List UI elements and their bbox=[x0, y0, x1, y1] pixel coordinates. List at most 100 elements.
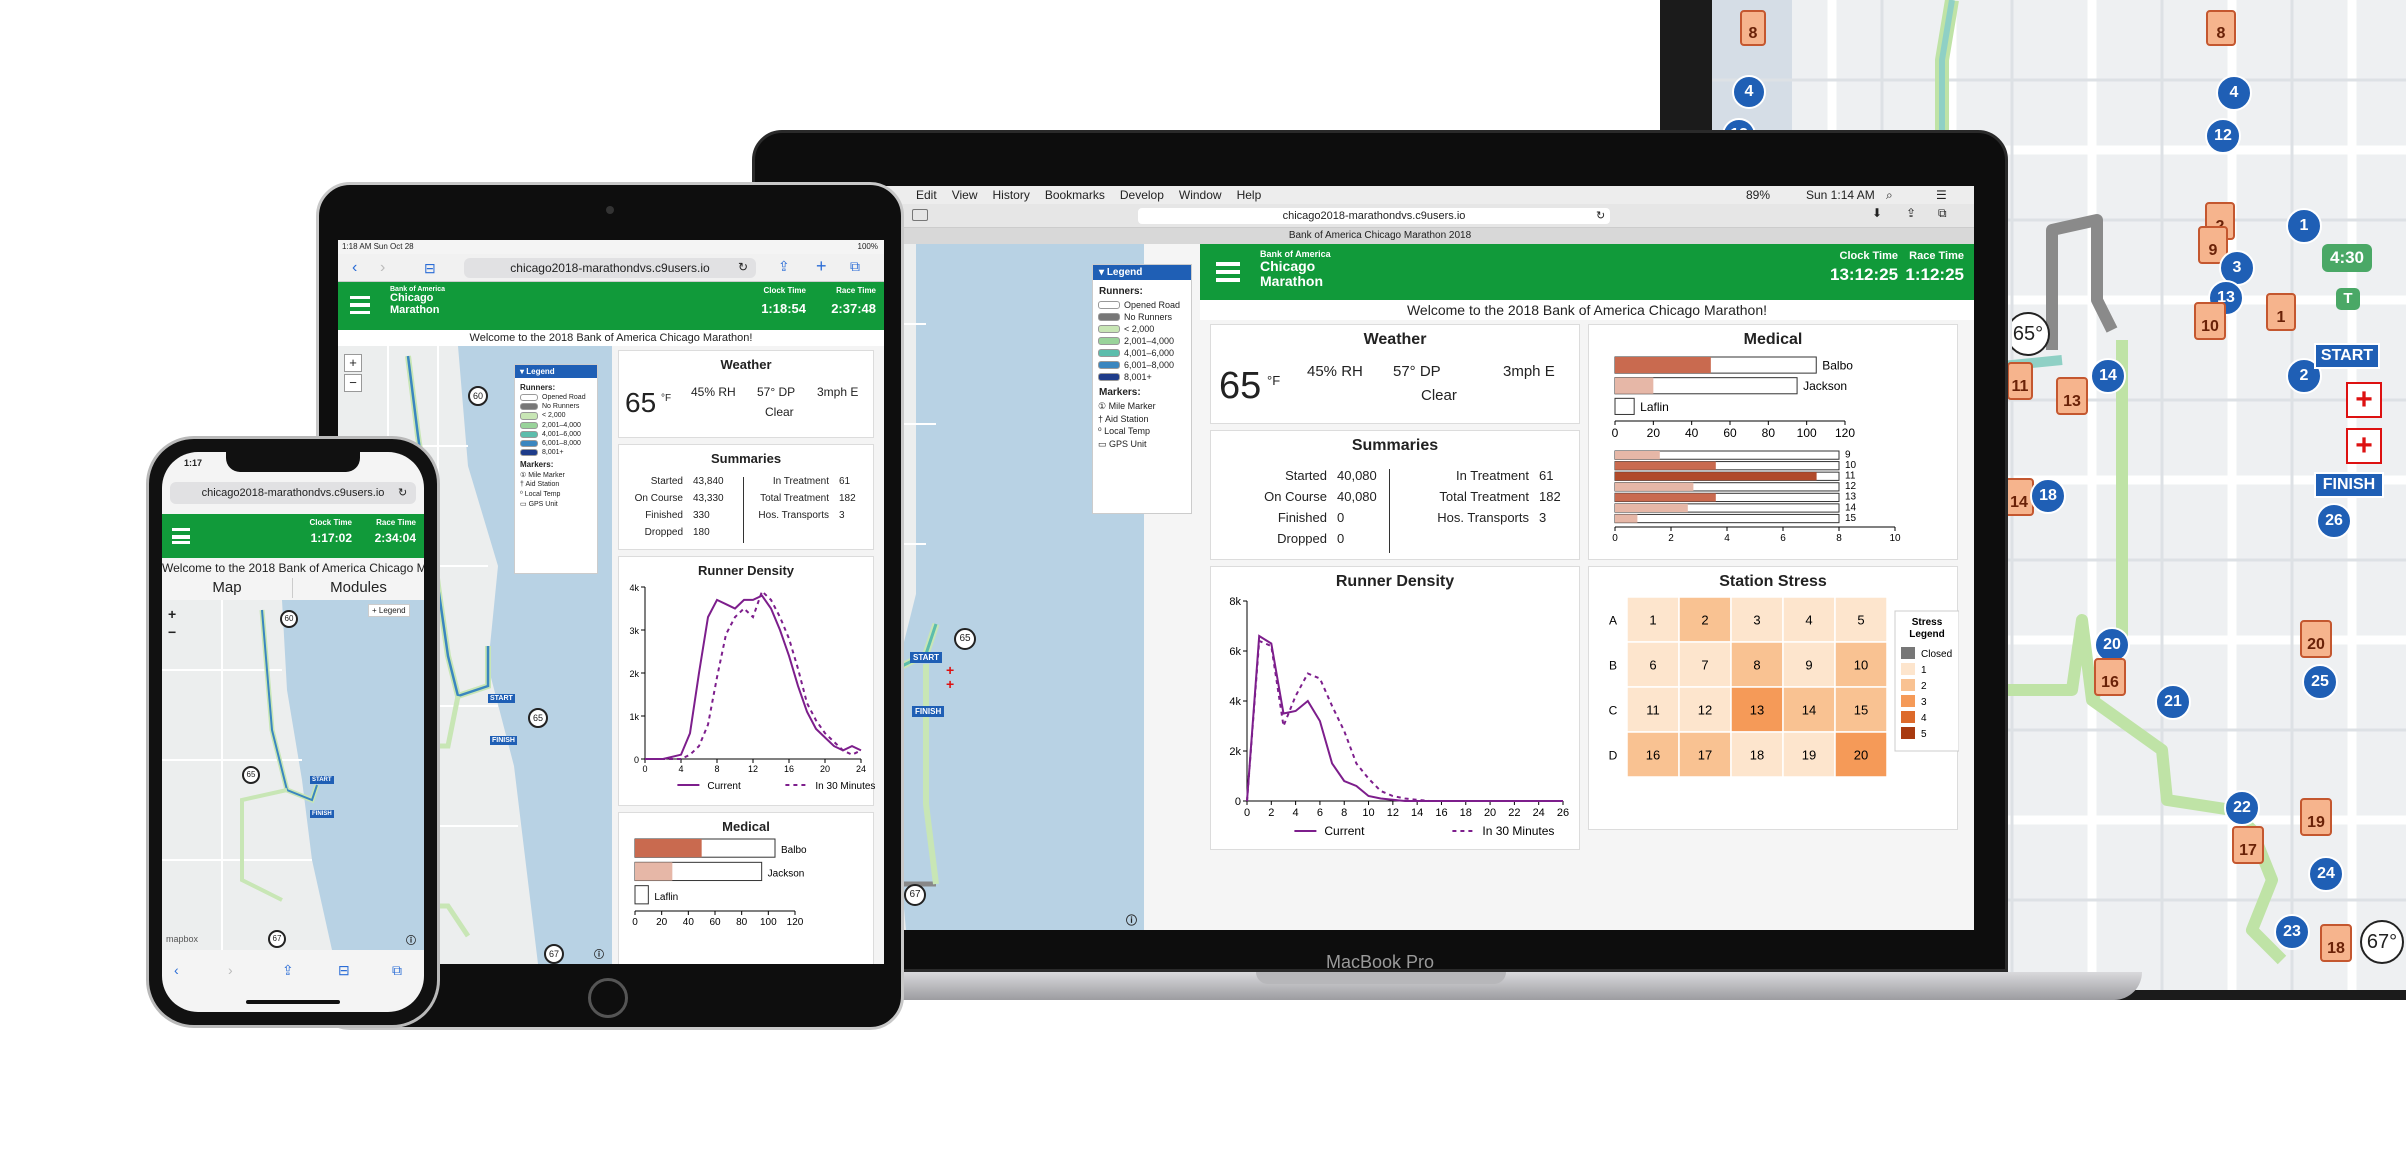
x-tick-label: 20 bbox=[656, 917, 668, 928]
legend-header[interactable]: ▾ Legend bbox=[515, 365, 597, 378]
tabs-icon[interactable]: ⧉ bbox=[1938, 206, 1947, 220]
zoom-out-button[interactable]: − bbox=[344, 374, 362, 392]
forward-icon[interactable]: › bbox=[228, 962, 233, 978]
aid-station[interactable]: 11 bbox=[2007, 362, 2033, 400]
zoom-in-button[interactable]: + bbox=[344, 354, 362, 372]
tab-title[interactable]: Bank of America Chicago Marathon 2018 bbox=[1288, 230, 1472, 241]
local-temp-marker[interactable]: 67° bbox=[2360, 920, 2404, 964]
info-icon[interactable]: ⓘ bbox=[1126, 915, 1137, 927]
medical-chart: Balbo Jackson Laflin 0 20 40 60 80 100 120 bbox=[632, 838, 807, 928]
legend-button[interactable]: + Legend bbox=[368, 604, 410, 617]
menu-item[interactable]: Edit bbox=[916, 188, 937, 202]
local-temp-marker[interactable]: 67 bbox=[544, 944, 564, 964]
summary-divider bbox=[743, 477, 744, 543]
temperature-unit: °F bbox=[1267, 373, 1281, 388]
menu-icon[interactable] bbox=[172, 528, 190, 544]
aid-station[interactable]: 17 bbox=[2232, 826, 2264, 864]
aid-station[interactable]: 16 bbox=[2094, 658, 2126, 696]
aid-station[interactable]: 20 bbox=[2300, 620, 2332, 658]
share-icon[interactable]: ⇪ bbox=[778, 258, 790, 274]
mile-marker[interactable]: 21 bbox=[2155, 684, 2191, 720]
aid-station[interactable]: 8 bbox=[1740, 10, 1766, 46]
mile-marker[interactable]: 18 bbox=[2030, 478, 2066, 514]
legend-swatch bbox=[520, 449, 538, 457]
forward-icon[interactable]: › bbox=[380, 259, 386, 276]
aid-station[interactable]: 18 bbox=[2320, 924, 2352, 962]
menu-item[interactable]: Window bbox=[1178, 188, 1222, 202]
local-temp-marker[interactable]: 65 bbox=[528, 708, 548, 728]
gps-unit[interactable]: 4:30 bbox=[2322, 244, 2372, 272]
download-icon[interactable]: ⬇ bbox=[1872, 206, 1883, 220]
back-icon[interactable]: ‹ bbox=[174, 962, 179, 978]
menu-item[interactable]: Help bbox=[1236, 188, 1262, 202]
menu-item[interactable]: View bbox=[951, 188, 978, 202]
aid-station[interactable]: 9 bbox=[2198, 226, 2228, 264]
local-temp-marker[interactable]: 67 bbox=[268, 930, 286, 948]
sidebar-icon[interactable] bbox=[912, 209, 928, 221]
local-temp-marker[interactable]: 65° bbox=[2012, 312, 2050, 356]
share-icon[interactable]: ⇪ bbox=[1906, 206, 1917, 220]
mile-marker[interactable]: 22 bbox=[2224, 790, 2260, 826]
x-tick-label: 0 bbox=[1612, 426, 1619, 440]
iphone-map[interactable]: + − + Legend 60 65 67 START FINISH mapbo… bbox=[162, 600, 424, 950]
tab-map[interactable]: Map bbox=[162, 578, 293, 598]
info-icon[interactable]: ⓘ bbox=[594, 950, 604, 961]
menu-item[interactable]: Bookmarks bbox=[1044, 188, 1105, 202]
legend-header[interactable]: ▾ Legend bbox=[1093, 265, 1191, 280]
marathon-logo: Bank of America Chicago Marathon bbox=[390, 286, 445, 316]
back-icon[interactable]: ‹ bbox=[352, 259, 358, 276]
mile-marker[interactable]: 20 bbox=[2094, 627, 2130, 663]
aid-station[interactable]: 13 bbox=[2056, 377, 2088, 415]
mile-marker[interactable]: 13 bbox=[2208, 280, 2244, 316]
mile-marker[interactable]: 25 bbox=[2302, 664, 2338, 700]
share-icon[interactable]: ⇪ bbox=[282, 962, 294, 978]
mile-marker[interactable]: 4 bbox=[2216, 75, 2252, 111]
url-field[interactable]: chicago2018-marathondvs.c9users.io bbox=[1138, 208, 1610, 224]
bookmarks-icon[interactable]: ⊟ bbox=[424, 260, 436, 276]
tabs-icon[interactable]: ⧉ bbox=[850, 258, 860, 274]
local-temp-marker[interactable]: 60 bbox=[468, 386, 488, 406]
spotlight-icon[interactable]: ⌕ bbox=[1886, 188, 1893, 202]
mile-marker[interactable]: 26 bbox=[2316, 503, 2352, 539]
aid-station[interactable]: 14 bbox=[2004, 478, 2034, 516]
medical-tent-icon[interactable]: + bbox=[2346, 382, 2382, 418]
aid-station[interactable]: 19 bbox=[2300, 798, 2332, 836]
mile-marker[interactable]: 23 bbox=[2274, 914, 2310, 950]
local-temp-marker[interactable]: 65 bbox=[242, 766, 260, 784]
aid-station[interactable]: 10 bbox=[2194, 302, 2226, 340]
menu-item[interactable]: Develop bbox=[1119, 188, 1164, 202]
url-field[interactable]: chicago2018-marathondvs.c9users.io bbox=[170, 482, 416, 504]
aid-station[interactable]: 8 bbox=[2206, 10, 2236, 46]
ipad-home-button[interactable] bbox=[588, 978, 628, 1018]
menu-icon[interactable] bbox=[1216, 262, 1240, 282]
info-icon[interactable]: ⓘ bbox=[406, 936, 416, 947]
local-temp-marker[interactable]: 65 bbox=[954, 628, 976, 650]
tabs-icon[interactable]: ⧉ bbox=[392, 962, 402, 978]
local-temp-marker[interactable]: 67 bbox=[904, 884, 926, 906]
reload-icon[interactable]: ↻ bbox=[1596, 210, 1606, 222]
mile-marker[interactable]: 24 bbox=[2308, 856, 2344, 892]
local-temp-marker[interactable]: 60 bbox=[280, 610, 298, 628]
medical-load-bar bbox=[635, 862, 673, 881]
reload-icon[interactable]: ↻ bbox=[398, 487, 408, 499]
aid-station[interactable]: 1 bbox=[2266, 293, 2296, 331]
medical-tent-icon[interactable]: + bbox=[946, 662, 955, 678]
zoom-out-button[interactable]: − bbox=[168, 624, 177, 640]
menu-icon[interactable] bbox=[350, 296, 370, 314]
bookmarks-icon[interactable]: ⊟ bbox=[338, 962, 350, 978]
medical-tent-icon[interactable]: + bbox=[946, 676, 955, 692]
x-tick-label: 120 bbox=[787, 917, 804, 928]
new-tab-icon[interactable]: + bbox=[816, 256, 827, 276]
zoom-in-button[interactable]: + bbox=[168, 606, 177, 622]
mile-marker[interactable]: 1 bbox=[2286, 208, 2322, 244]
reload-icon[interactable]: ↻ bbox=[738, 260, 749, 274]
mile-marker[interactable]: 14 bbox=[2090, 358, 2126, 394]
gps-t-marker[interactable]: T bbox=[2336, 288, 2360, 310]
menu-item[interactable]: History bbox=[992, 188, 1030, 202]
mile-marker[interactable]: 12 bbox=[2205, 118, 2241, 154]
medical-tent-icon[interactable]: + bbox=[2346, 428, 2382, 464]
url-field[interactable]: chicago2018-marathondvs.c9users.io bbox=[464, 258, 756, 278]
tab-modules[interactable]: Modules bbox=[330, 579, 387, 596]
menu-list-icon[interactable]: ☰ bbox=[1936, 188, 1947, 202]
mile-marker[interactable]: 4 bbox=[1732, 75, 1766, 109]
